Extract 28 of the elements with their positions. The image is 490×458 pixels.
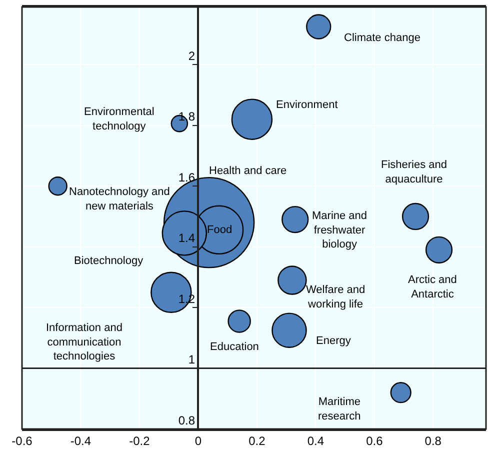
- annotation: Marine and freshwater biology: [312, 210, 368, 251]
- y-tick-label: 0.8: [178, 413, 196, 428]
- annotation: Arctic and Antarctic: [408, 274, 457, 300]
- annotation: Fisheries and aquaculture: [381, 159, 448, 186]
- x-tick-label: -0.2: [129, 434, 150, 448]
- x-tick-label: 0: [194, 434, 202, 448]
- annotation: Education: [210, 341, 259, 353]
- annotation: Welfare and working life: [306, 284, 366, 310]
- y-tick-label: 1.4: [178, 231, 196, 246]
- annotation: Food: [207, 224, 232, 236]
- annotation: Environment: [276, 99, 338, 111]
- annotation: Maritime research: [318, 396, 361, 422]
- annotation: Information and communication technologies: [46, 322, 122, 363]
- annotation: Nanotechnology and new materials: [69, 186, 170, 212]
- x-tick-label: -0.6: [12, 434, 33, 448]
- x-tick-label: 0.4: [307, 434, 324, 448]
- y-tick-label: 2: [188, 48, 196, 63]
- x-tick-label: 0.6: [366, 434, 384, 448]
- annotation: Biotechnology: [74, 255, 144, 267]
- annotation: Health and care: [209, 165, 287, 177]
- annotation: Environmental technology: [84, 106, 154, 132]
- annotation: Climate change: [344, 32, 420, 44]
- annotation: Energy: [316, 335, 352, 347]
- x-tick-label: 0.2: [248, 434, 266, 448]
- y-tick-label: 1.8: [178, 110, 196, 124]
- x-tick-label: 0.8: [424, 434, 442, 448]
- y-tick-label: 1: [188, 352, 196, 367]
- x-tick-label: -0.4: [70, 434, 92, 448]
